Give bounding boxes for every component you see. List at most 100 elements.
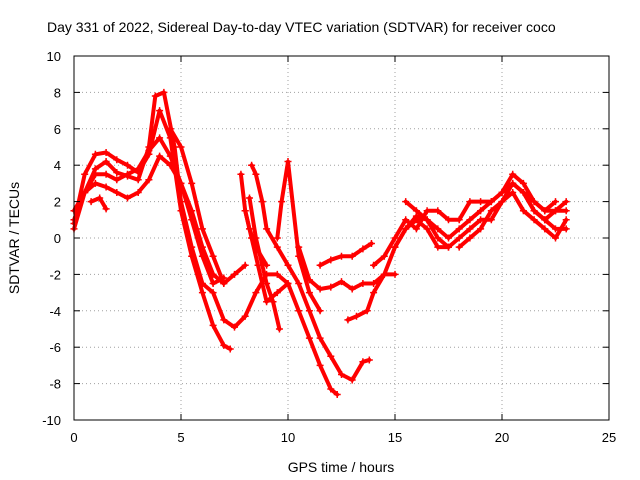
data-point xyxy=(455,216,463,224)
x-tick-label: 25 xyxy=(602,430,616,445)
series-sat-5 xyxy=(87,194,110,213)
y-tick-label: 10 xyxy=(47,49,61,64)
data-point xyxy=(226,345,234,353)
data-point xyxy=(113,176,121,184)
data-point xyxy=(316,307,324,315)
y-tick-label: -10 xyxy=(42,413,61,428)
data-point xyxy=(348,285,356,293)
y-tick-labels: -10 -8 -6 -4 -2 0 2 4 6 8 10 xyxy=(42,49,61,428)
series-sat-9 xyxy=(241,207,341,399)
data-point xyxy=(113,168,121,176)
data-point xyxy=(177,179,185,187)
data-point xyxy=(552,225,559,233)
data-point xyxy=(245,194,253,202)
data-point xyxy=(166,125,174,133)
y-tick-label: 4 xyxy=(54,158,61,173)
data-point xyxy=(278,198,286,206)
data-point xyxy=(327,283,335,291)
data-point xyxy=(134,189,142,196)
data-point xyxy=(423,225,431,233)
data-point xyxy=(327,256,335,264)
data-point xyxy=(370,289,378,297)
data-point xyxy=(348,252,356,260)
data-point xyxy=(477,225,485,233)
x-tick-label: 10 xyxy=(281,430,295,445)
data-point xyxy=(258,261,266,269)
data-point xyxy=(487,198,495,206)
data-point xyxy=(252,170,260,178)
data-point xyxy=(338,371,345,378)
data-point xyxy=(91,150,99,158)
series-trace xyxy=(72,108,233,351)
data-point xyxy=(209,252,217,260)
data-point xyxy=(124,161,131,169)
data-point xyxy=(295,280,303,287)
data-point xyxy=(344,316,352,324)
data-point xyxy=(402,225,410,233)
data-point xyxy=(380,252,388,260)
data-point xyxy=(466,216,474,224)
data-point xyxy=(359,358,367,366)
data-point xyxy=(188,179,196,187)
y-tick-label: -6 xyxy=(49,340,61,355)
data-point xyxy=(248,161,256,169)
x-tick-label: 15 xyxy=(388,430,402,445)
data-point xyxy=(198,289,206,297)
x-tick-labels: 0 5 10 15 20 25 xyxy=(70,430,616,445)
data-point xyxy=(391,234,399,242)
data-point xyxy=(455,234,463,242)
y-tick-label: -2 xyxy=(49,267,61,282)
data-point xyxy=(327,352,335,360)
data-point xyxy=(113,156,121,164)
data-point xyxy=(241,261,249,269)
data-point xyxy=(102,170,110,178)
data-point xyxy=(198,225,206,233)
data-point xyxy=(348,376,356,384)
data-point xyxy=(316,361,324,369)
data-point xyxy=(434,234,442,242)
data-point xyxy=(151,92,159,100)
data-point xyxy=(359,280,367,287)
data-point xyxy=(145,147,153,155)
data-point xyxy=(519,189,527,196)
data-point xyxy=(380,270,388,278)
series-trace xyxy=(247,196,282,331)
series-trace xyxy=(89,196,109,211)
data-point xyxy=(160,88,168,96)
data-point xyxy=(352,312,360,320)
data-series xyxy=(70,88,570,399)
data-point xyxy=(359,245,367,253)
data-point xyxy=(91,179,99,187)
data-point xyxy=(487,207,495,215)
axis-ticks xyxy=(73,55,610,421)
series-sat-2 xyxy=(70,88,292,331)
data-point xyxy=(552,207,559,215)
data-point xyxy=(209,321,217,329)
series-sat-6 xyxy=(166,125,249,287)
series-sat-1 xyxy=(70,107,234,353)
data-point xyxy=(552,198,559,206)
data-point xyxy=(530,216,538,224)
data-point xyxy=(412,207,420,215)
data-point xyxy=(530,198,538,206)
data-point xyxy=(263,225,271,233)
data-point xyxy=(305,307,313,315)
data-point xyxy=(102,183,110,191)
data-point xyxy=(466,234,474,242)
series-trace xyxy=(296,245,397,291)
data-point xyxy=(316,334,324,342)
data-point xyxy=(455,225,463,233)
y-tick-label: 0 xyxy=(54,231,61,246)
data-point xyxy=(562,225,570,233)
data-point xyxy=(445,234,452,242)
data-point xyxy=(455,243,463,251)
data-point xyxy=(423,216,431,224)
data-point xyxy=(338,278,345,286)
data-point xyxy=(562,207,570,215)
data-point xyxy=(305,289,313,297)
data-point xyxy=(275,325,283,333)
data-point xyxy=(541,207,549,215)
data-point xyxy=(363,307,371,315)
series-sat-17 xyxy=(402,198,452,251)
data-point xyxy=(541,225,549,233)
